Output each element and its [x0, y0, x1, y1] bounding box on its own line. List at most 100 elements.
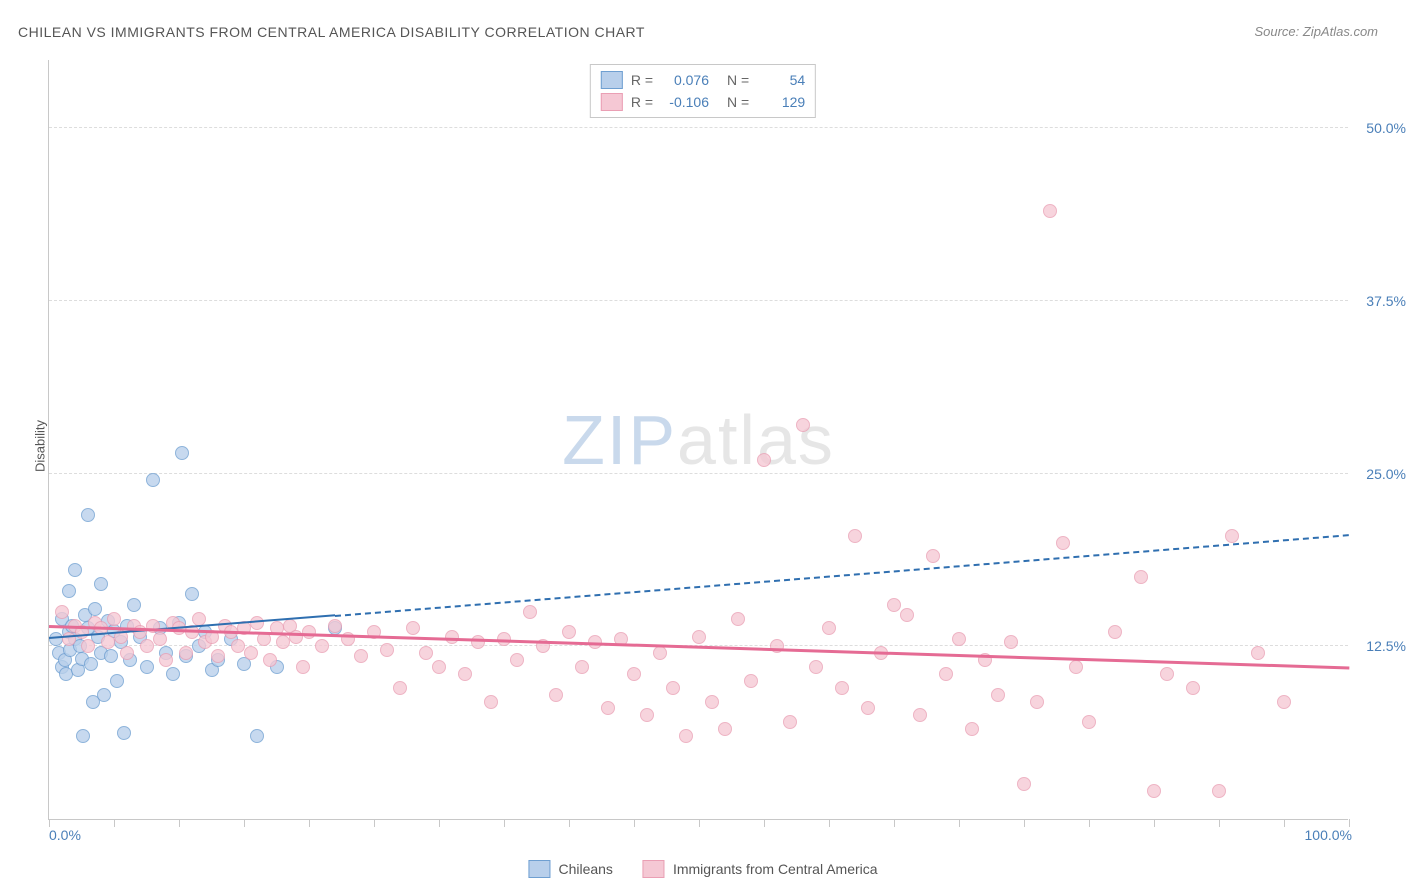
data-point	[55, 605, 69, 619]
data-point	[107, 612, 121, 626]
data-point	[783, 715, 797, 729]
data-point	[1069, 660, 1083, 674]
data-point	[263, 653, 277, 667]
gridline	[49, 300, 1348, 301]
data-point	[731, 612, 745, 626]
data-point	[231, 639, 245, 653]
stats-legend-row: R =0.076N =54	[601, 69, 805, 91]
stat-r-label: R =	[631, 94, 653, 110]
data-point	[796, 418, 810, 432]
x-axis-tick	[49, 819, 50, 827]
legend-swatch	[528, 860, 550, 878]
stat-n-value: 54	[757, 72, 805, 88]
y-axis-tick-label: 25.0%	[1366, 466, 1406, 482]
data-point	[354, 649, 368, 663]
data-point	[49, 632, 63, 646]
data-point	[965, 722, 979, 736]
data-point	[62, 584, 76, 598]
data-point	[276, 635, 290, 649]
data-point	[822, 621, 836, 635]
data-point	[166, 667, 180, 681]
data-point	[84, 657, 98, 671]
data-point	[76, 729, 90, 743]
data-point	[562, 625, 576, 639]
data-point	[861, 701, 875, 715]
data-point	[692, 630, 706, 644]
x-axis-tick	[1154, 819, 1155, 827]
data-point	[380, 643, 394, 657]
data-point	[705, 695, 719, 709]
x-axis-tick	[959, 819, 960, 827]
x-axis-tick	[1284, 819, 1285, 827]
x-axis-label-right: 100.0%	[1305, 827, 1352, 843]
data-point	[68, 563, 82, 577]
data-point	[175, 446, 189, 460]
data-point	[88, 602, 102, 616]
data-point	[1004, 635, 1018, 649]
x-axis-tick	[1349, 819, 1350, 827]
watermark-atlas: atlas	[677, 401, 835, 479]
y-axis-tick-label: 12.5%	[1366, 638, 1406, 654]
data-point	[640, 708, 654, 722]
data-point	[192, 612, 206, 626]
x-axis-label-left: 0.0%	[49, 827, 81, 843]
data-point	[549, 688, 563, 702]
data-point	[939, 667, 953, 681]
legend-swatch	[601, 71, 623, 89]
legend-label: Chileans	[558, 861, 612, 877]
data-point	[244, 646, 258, 660]
watermark: ZIPatlas	[562, 400, 835, 480]
data-point	[1082, 715, 1096, 729]
data-point	[159, 653, 173, 667]
stats-legend: R = 0.076 N = 54 R =-0.106N =129	[590, 64, 816, 118]
stat-n-value: 129	[757, 94, 805, 110]
series-legend: Chileans Immigrants from Central America	[528, 860, 877, 878]
legend-item: Chileans	[528, 860, 612, 878]
data-point	[523, 605, 537, 619]
x-axis-tick	[179, 819, 180, 827]
y-axis-tick-label: 37.5%	[1366, 293, 1406, 309]
data-point	[952, 632, 966, 646]
gridline	[49, 127, 1348, 128]
data-point	[211, 649, 225, 663]
data-point	[179, 646, 193, 660]
data-point	[127, 598, 141, 612]
data-point	[575, 660, 589, 674]
trend-line-dashed	[335, 534, 1349, 617]
data-point	[328, 619, 342, 633]
data-point	[926, 549, 940, 563]
data-point	[1043, 204, 1057, 218]
data-point	[445, 630, 459, 644]
watermark-zip: ZIP	[562, 401, 677, 479]
stat-r-value: 0.076	[661, 72, 709, 88]
x-axis-tick	[1024, 819, 1025, 827]
data-point	[1147, 784, 1161, 798]
data-point	[1251, 646, 1265, 660]
x-axis-tick	[699, 819, 700, 827]
data-point	[809, 660, 823, 674]
plot-area: ZIPatlas 12.5%25.0%37.5%50.0%0.0%100.0%	[48, 60, 1348, 820]
data-point	[1134, 570, 1148, 584]
data-point	[1186, 681, 1200, 695]
y-axis-title: Disability	[33, 420, 48, 472]
legend-swatch	[643, 860, 665, 878]
data-point	[296, 660, 310, 674]
data-point	[393, 681, 407, 695]
x-axis-tick	[634, 819, 635, 827]
data-point	[887, 598, 901, 612]
data-point	[110, 674, 124, 688]
data-point	[679, 729, 693, 743]
stats-legend-row: R =-0.106N =129	[601, 91, 805, 113]
data-point	[146, 473, 160, 487]
legend-item: Immigrants from Central America	[643, 860, 878, 878]
data-point	[458, 667, 472, 681]
x-axis-tick	[374, 819, 375, 827]
data-point	[81, 639, 95, 653]
chart-title: CHILEAN VS IMMIGRANTS FROM CENTRAL AMERI…	[18, 24, 645, 40]
data-point	[627, 667, 641, 681]
data-point	[101, 635, 115, 649]
data-point	[991, 688, 1005, 702]
data-point	[120, 646, 134, 660]
stat-n-label: N =	[727, 72, 749, 88]
x-axis-tick	[764, 819, 765, 827]
